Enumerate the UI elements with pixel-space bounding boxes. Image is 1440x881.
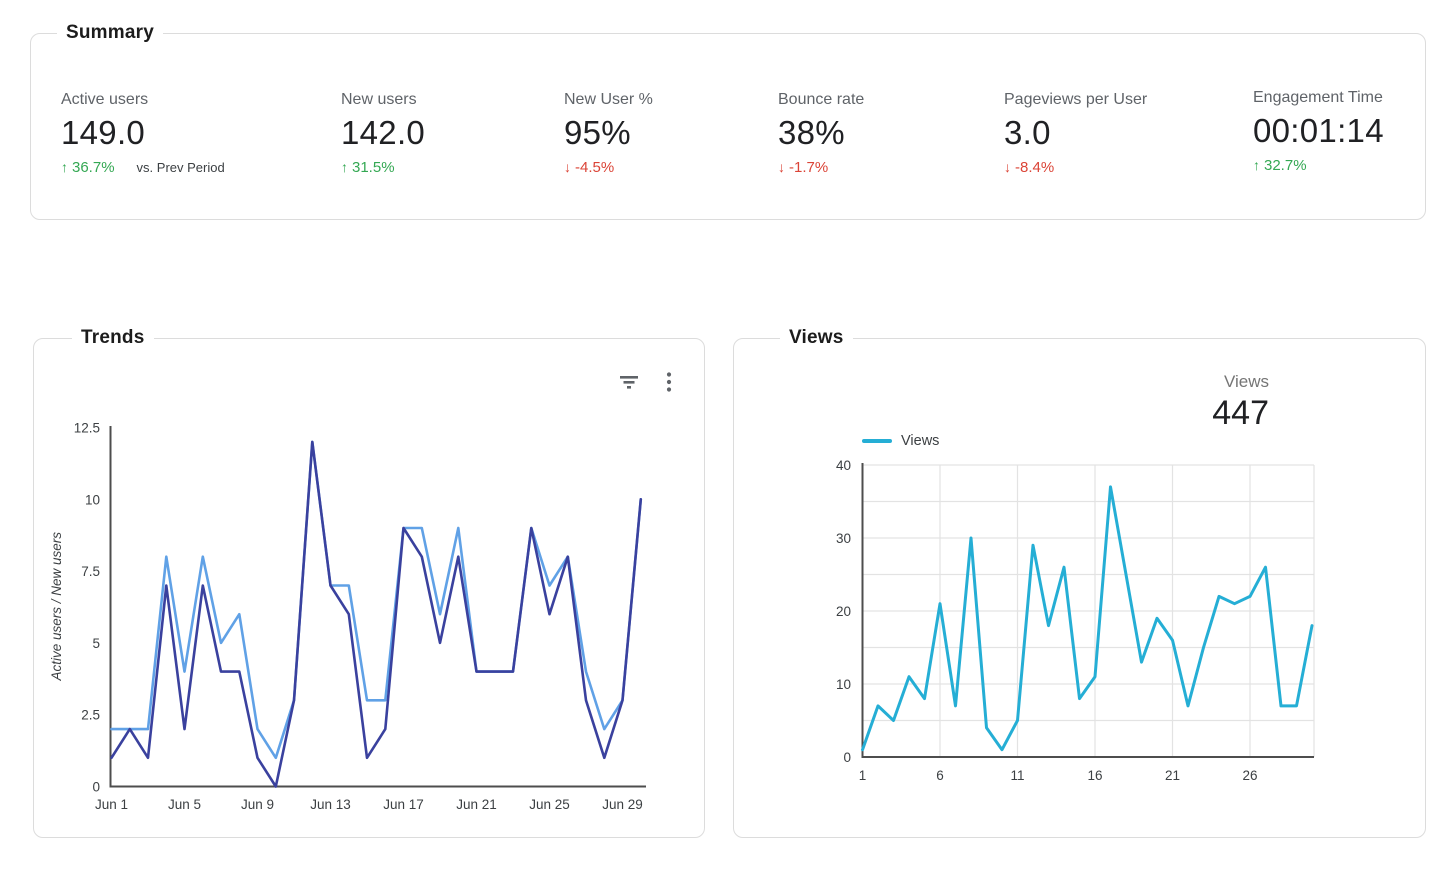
metric-label: Pageviews per User (1004, 91, 1148, 108)
views-legend-swatch (862, 439, 892, 443)
metric-delta: 32.7% (1264, 157, 1307, 174)
metric-value: 95% (564, 114, 631, 151)
filter-icon[interactable] (618, 374, 640, 395)
metric-value: 3.0 (1004, 114, 1051, 151)
svg-text:40: 40 (836, 458, 851, 473)
metric-value: 00:01:14 (1253, 112, 1384, 149)
metric-delta: -1.7% (789, 159, 829, 176)
views-scorecard: Views 447 (1212, 371, 1269, 432)
metric-delta: 31.5% (352, 159, 395, 176)
svg-text:20: 20 (836, 604, 851, 619)
svg-text:21: 21 (1165, 768, 1180, 783)
svg-text:Jun 21: Jun 21 (456, 797, 497, 812)
svg-text:0: 0 (843, 750, 851, 765)
metric-label: Active users (61, 91, 149, 108)
svg-text:Jun 5: Jun 5 (168, 797, 201, 812)
metric-value: 38% (778, 114, 845, 151)
delta-arrow-icon: ↑ (61, 159, 68, 175)
svg-text:0: 0 (92, 780, 100, 795)
views-legend: Views (862, 433, 939, 449)
views-legend-label: Views (901, 433, 940, 449)
svg-text:26: 26 (1242, 768, 1257, 783)
metric-label: New User % (564, 91, 653, 108)
svg-text:2.5: 2.5 (81, 708, 100, 723)
metric-pageviews-per-user: Pageviews per User 3.0 ↓ -8.4% (1004, 90, 1147, 176)
metric-engagement-time: Engagement Time 00:01:14 ↑ 32.7% (1253, 88, 1384, 174)
metric-label: New users (341, 91, 417, 108)
svg-text:12.5: 12.5 (74, 421, 100, 436)
metric-active-users: Active users 149.0 ↑ 36.7% vs. Prev Peri… (61, 90, 225, 176)
svg-text:6: 6 (936, 768, 944, 783)
svg-text:11: 11 (1010, 768, 1024, 783)
summary-card-title: Summary (57, 20, 163, 46)
metric-bounce-rate: Bounce rate 38% ↓ -1.7% (778, 90, 864, 176)
delta-arrow-icon: ↑ (1253, 157, 1260, 173)
trends-card: Trends 0 2.5 5 7.5 10 12.5 Jun 1 Jun 5 Jun 9 Jun … (33, 325, 705, 838)
svg-text:Jun 1: Jun 1 (95, 797, 128, 812)
svg-text:10: 10 (85, 492, 100, 507)
views-scorecard-label: Views (1223, 372, 1269, 391)
delta-arrow-icon: ↓ (1004, 159, 1011, 175)
svg-text:Jun 9: Jun 9 (241, 797, 274, 812)
metric-label: Engagement Time (1253, 89, 1383, 106)
delta-arrow-icon: ↓ (564, 159, 571, 175)
delta-arrow-icon: ↓ (778, 159, 785, 175)
more-vert-icon[interactable] (666, 371, 672, 398)
svg-text:10: 10 (836, 677, 851, 692)
svg-text:5: 5 (92, 636, 100, 651)
trends-card-title: Trends (72, 325, 154, 351)
views-card: Views Views 447 Views 0 10 20 30 40 1 6 11 16 21 2… (733, 325, 1426, 838)
svg-text:Jun 17: Jun 17 (383, 797, 424, 812)
svg-text:Active users / New users: Active users / New users (49, 532, 64, 682)
trends-line-chart: 0 2.5 5 7.5 10 12.5 Jun 1 Jun 5 Jun 9 Jun 13 Jun 1… (49, 421, 646, 812)
summary-card: Summary Active users 149.0 ↑ 36.7% vs. P… (30, 20, 1426, 220)
svg-text:30: 30 (836, 531, 851, 546)
metric-value: 149.0 (61, 114, 146, 151)
trends-toolbar (618, 371, 672, 398)
views-card-title: Views (780, 325, 853, 351)
svg-text:1: 1 (859, 768, 867, 783)
metric-delta: -8.4% (1015, 159, 1055, 176)
svg-text:7.5: 7.5 (81, 564, 100, 579)
metric-label: Bounce rate (778, 91, 865, 108)
svg-text:Jun 29: Jun 29 (602, 797, 643, 812)
metric-new-user-pct: New User % 95% ↓ -4.5% (564, 90, 653, 176)
metric-value: 142.0 (341, 114, 426, 151)
compare-note: vs. Prev Period (136, 160, 225, 175)
views-scorecard-value: 447 (1212, 394, 1269, 432)
svg-text:Jun 25: Jun 25 (529, 797, 570, 812)
delta-arrow-icon: ↑ (341, 159, 348, 175)
svg-text:Jun 13: Jun 13 (310, 797, 351, 812)
metric-new-users: New users 142.0 ↑ 31.5% (341, 90, 425, 176)
metric-delta: -4.5% (575, 159, 615, 176)
metric-delta: 36.7% (72, 159, 115, 176)
svg-text:16: 16 (1087, 768, 1102, 783)
